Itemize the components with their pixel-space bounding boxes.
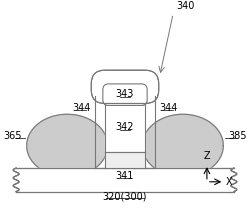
Text: 341: 341 (116, 171, 134, 181)
Polygon shape (22, 168, 112, 194)
Text: X: X (226, 177, 233, 187)
Text: 344: 344 (159, 103, 178, 113)
Text: 342: 342 (116, 122, 134, 132)
Text: 320(300): 320(300) (103, 191, 147, 201)
Polygon shape (105, 152, 145, 168)
Text: Z: Z (204, 151, 210, 161)
Polygon shape (142, 114, 223, 177)
Text: 365: 365 (4, 131, 22, 141)
Polygon shape (138, 168, 228, 194)
Polygon shape (97, 72, 153, 100)
FancyBboxPatch shape (103, 84, 147, 105)
Text: 343: 343 (116, 89, 134, 99)
Polygon shape (16, 168, 234, 192)
Text: 344: 344 (72, 103, 91, 113)
Polygon shape (105, 104, 145, 152)
Text: 340: 340 (176, 2, 195, 11)
FancyBboxPatch shape (103, 84, 147, 105)
Polygon shape (27, 114, 108, 177)
Text: 385: 385 (228, 131, 246, 141)
